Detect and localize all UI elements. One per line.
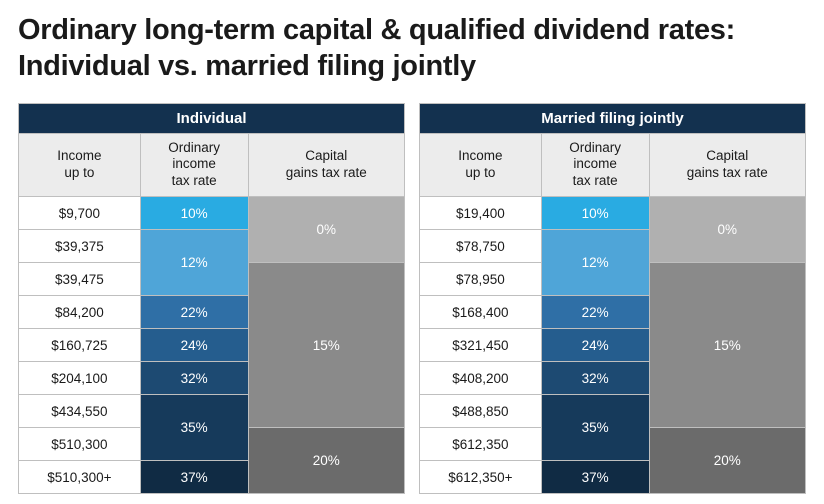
income-cell: $160,725 [19, 329, 141, 362]
ordinary-rate-cell: 35% [541, 395, 649, 461]
ordinary-rate-cell: 37% [140, 461, 248, 494]
table-caption: Individual [19, 103, 405, 133]
income-cell: $19,400 [420, 197, 542, 230]
income-cell: $39,375 [19, 230, 141, 263]
column-header-income: Incomeup to [420, 133, 542, 197]
ordinary-rate-cell: 12% [541, 230, 649, 296]
individual-table: IndividualIncomeup toOrdinaryincometax r… [18, 103, 405, 495]
income-cell: $510,300+ [19, 461, 141, 494]
income-cell: $78,750 [420, 230, 542, 263]
income-cell: $408,200 [420, 362, 542, 395]
column-header-ordinary: Ordinaryincometax rate [140, 133, 248, 197]
income-cell: $39,475 [19, 263, 141, 296]
tables-container: IndividualIncomeup toOrdinaryincometax r… [18, 103, 806, 495]
column-header-ordinary: Ordinaryincometax rate [541, 133, 649, 197]
married-table: Married filing jointlyIncomeup toOrdinar… [419, 103, 806, 495]
income-cell: $168,400 [420, 296, 542, 329]
income-cell: $488,850 [420, 395, 542, 428]
income-cell: $321,450 [420, 329, 542, 362]
ordinary-rate-cell: 24% [541, 329, 649, 362]
column-header-income: Incomeup to [19, 133, 141, 197]
income-cell: $434,550 [19, 395, 141, 428]
capital-rate-cell: 15% [248, 263, 404, 428]
ordinary-rate-cell: 37% [541, 461, 649, 494]
capital-rate-cell: 15% [649, 263, 805, 428]
ordinary-rate-cell: 22% [541, 296, 649, 329]
table-caption: Married filing jointly [420, 103, 806, 133]
capital-rate-cell: 0% [649, 197, 805, 263]
table-row: $19,40010%0% [420, 197, 806, 230]
income-cell: $204,100 [19, 362, 141, 395]
income-cell: $612,350+ [420, 461, 542, 494]
ordinary-rate-cell: 12% [140, 230, 248, 296]
ordinary-rate-cell: 22% [140, 296, 248, 329]
ordinary-rate-cell: 32% [541, 362, 649, 395]
ordinary-rate-cell: 10% [140, 197, 248, 230]
capital-rate-cell: 20% [649, 428, 805, 494]
ordinary-rate-cell: 35% [140, 395, 248, 461]
column-header-capital: Capitalgains tax rate [649, 133, 805, 197]
income-cell: $510,300 [19, 428, 141, 461]
page-title: Ordinary long-term capital & qualified d… [18, 12, 806, 85]
ordinary-rate-cell: 24% [140, 329, 248, 362]
income-cell: $84,200 [19, 296, 141, 329]
income-cell: $612,350 [420, 428, 542, 461]
income-cell: $9,700 [19, 197, 141, 230]
capital-rate-cell: 20% [248, 428, 404, 494]
column-header-capital: Capitalgains tax rate [248, 133, 404, 197]
table-row: $9,70010%0% [19, 197, 405, 230]
capital-rate-cell: 0% [248, 197, 404, 263]
ordinary-rate-cell: 10% [541, 197, 649, 230]
ordinary-rate-cell: 32% [140, 362, 248, 395]
income-cell: $78,950 [420, 263, 542, 296]
